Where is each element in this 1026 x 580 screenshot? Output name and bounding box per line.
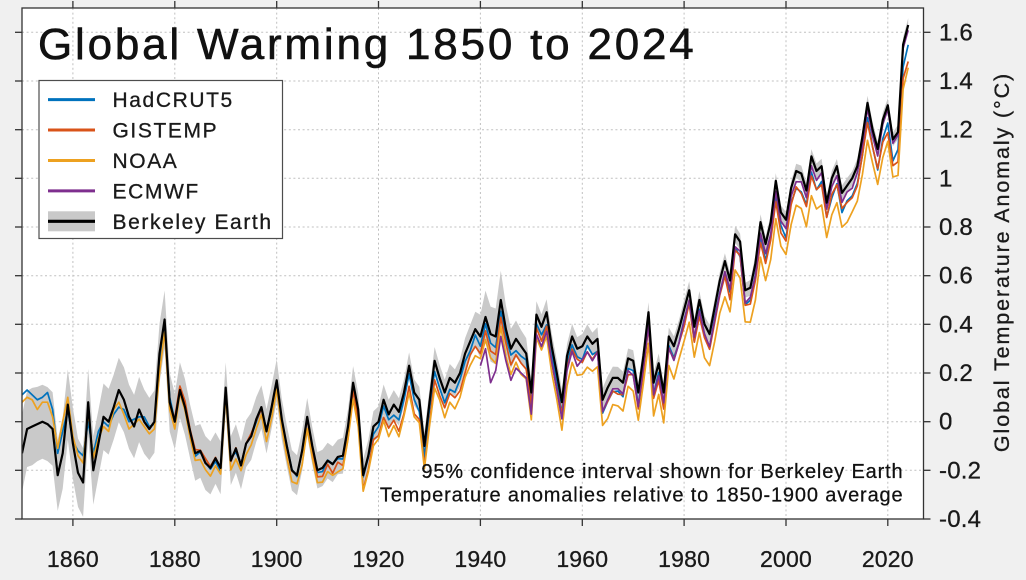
svg-text:1: 1 [939, 165, 953, 192]
svg-text:1860: 1860 [47, 546, 99, 572]
svg-text:-0.2: -0.2 [939, 457, 981, 484]
svg-text:1880: 1880 [149, 546, 201, 572]
svg-text:ECMWF: ECMWF [113, 180, 200, 203]
svg-text:1.2: 1.2 [939, 117, 973, 144]
svg-text:Temperature anomalies relative: Temperature anomalies relative to 1850-1… [380, 485, 904, 507]
svg-text:Berkeley Earth: Berkeley Earth [113, 211, 273, 234]
svg-text:0.8: 0.8 [939, 214, 973, 241]
svg-text:1940: 1940 [454, 546, 506, 572]
svg-text:1.6: 1.6 [939, 19, 973, 46]
svg-text:Global Warming 1850 to 2024: Global Warming 1850 to 2024 [38, 20, 697, 69]
svg-text:1960: 1960 [556, 546, 608, 572]
svg-text:1.4: 1.4 [939, 68, 973, 95]
svg-text:1980: 1980 [658, 546, 710, 572]
svg-text:Global Temperature Anomaly (°C: Global Temperature Anomaly (°C) [990, 72, 1014, 452]
svg-text:GISTEMP: GISTEMP [113, 120, 219, 143]
svg-text:95% confidence interval shown: 95% confidence interval shown for Berkel… [421, 461, 903, 483]
svg-text:0.6: 0.6 [939, 263, 973, 290]
svg-text:0.4: 0.4 [939, 311, 973, 338]
svg-text:-0.4: -0.4 [939, 506, 981, 533]
svg-text:2000: 2000 [760, 546, 812, 572]
svg-text:NOAA: NOAA [113, 150, 179, 173]
svg-text:1920: 1920 [353, 546, 405, 572]
svg-text:1900: 1900 [251, 546, 303, 572]
svg-text:0: 0 [939, 409, 953, 436]
svg-text:0.2: 0.2 [939, 360, 973, 387]
svg-text:HadCRUT5: HadCRUT5 [113, 89, 234, 112]
svg-text:2020: 2020 [862, 546, 914, 572]
